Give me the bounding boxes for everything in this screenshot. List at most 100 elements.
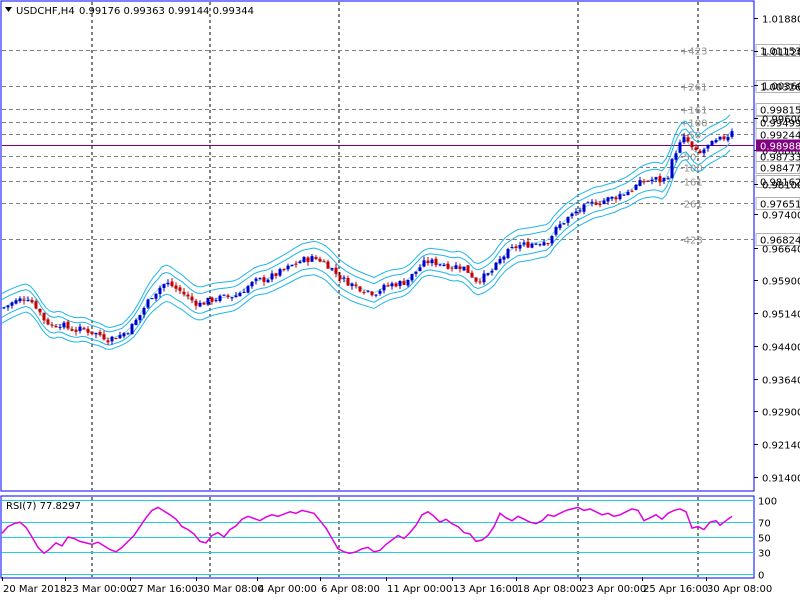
bear-candle-body xyxy=(282,268,286,270)
bull-candle-body xyxy=(366,290,370,292)
bull-candle-body xyxy=(350,283,354,286)
bull-candle-body xyxy=(490,270,494,273)
bear-candle-body xyxy=(458,266,462,270)
x-tick-label: 11 Apr 00:00 xyxy=(387,584,452,595)
band-line xyxy=(1,149,731,350)
bear-candle-body xyxy=(226,295,230,297)
bear-candle-body xyxy=(38,308,42,313)
bear-candle-body xyxy=(370,291,374,296)
bull-candle-body xyxy=(618,194,622,200)
bear-candle-body xyxy=(338,275,342,280)
bear-candle-body xyxy=(386,285,390,287)
level-label-box xyxy=(755,44,800,57)
bull-candle-body xyxy=(58,326,62,328)
bear-candle-body xyxy=(594,202,598,205)
bull-candle-body xyxy=(78,326,82,331)
bull-candle-body xyxy=(662,178,666,182)
bear-candle-body xyxy=(262,277,266,282)
bull-candle-body xyxy=(438,264,442,266)
bull-candle-body xyxy=(230,297,234,299)
bear-candle-body xyxy=(658,176,662,183)
bear-candle-body xyxy=(474,277,478,282)
bull-candle-body xyxy=(510,246,514,248)
bull-candle-body xyxy=(574,211,578,213)
level-annotation: +100 xyxy=(680,119,707,130)
bull-candle-body xyxy=(638,180,642,186)
level-label: 0.98477 xyxy=(760,164,800,175)
bull-candle-body xyxy=(522,242,526,245)
bull-candle-body xyxy=(606,197,610,202)
rsi-level-label: 100 xyxy=(758,497,777,508)
bear-candle-body xyxy=(546,243,550,245)
y-tick-label: 0.94400 xyxy=(762,343,800,354)
bear-candle-body xyxy=(362,291,366,293)
bull-candle-body xyxy=(674,153,678,160)
envelope-bands xyxy=(1,114,731,350)
main-chart-frame xyxy=(0,0,755,492)
bull-candle-body xyxy=(530,243,534,248)
bear-candle-body xyxy=(614,197,618,200)
bull-candle-body xyxy=(518,245,522,249)
bear-candle-body xyxy=(446,263,450,269)
band-line xyxy=(1,121,731,333)
bear-candle-body xyxy=(358,286,362,292)
bear-candle-body xyxy=(690,141,694,148)
bear-candle-body xyxy=(70,329,74,331)
bear-candle-body xyxy=(66,321,70,329)
bull-candle-body xyxy=(682,136,686,143)
bull-candle-body xyxy=(486,273,490,275)
bull-candle-body xyxy=(122,333,126,337)
bull-candle-body xyxy=(290,264,294,266)
level-label-box xyxy=(755,197,800,210)
bull-candle-body xyxy=(10,302,14,306)
bull-candle-body xyxy=(18,298,22,302)
bull-candle-body xyxy=(562,223,566,225)
bull-candle-body xyxy=(454,265,458,269)
bull-candle-body xyxy=(482,273,486,283)
triangle-down-icon[interactable] xyxy=(5,7,12,12)
level-label: 1.01153 xyxy=(760,47,800,58)
bear-candle-body xyxy=(354,284,358,286)
bull-candle-body xyxy=(222,294,226,296)
bull-candle-body xyxy=(634,184,638,190)
x-tick-label: 13 Apr 16:00 xyxy=(453,584,518,595)
bull-candle-body xyxy=(266,279,270,283)
rsi-level-label: 70 xyxy=(758,519,771,530)
bull-candle-body xyxy=(554,227,558,235)
x-tick-label: 23 Mar 00:00 xyxy=(66,584,133,595)
x-tick-label: 30 Mar 08:00 xyxy=(197,584,264,595)
bear-candle-body xyxy=(42,312,46,321)
current-price-tag: 0.98988 xyxy=(756,139,800,153)
bear-candle-body xyxy=(54,325,58,328)
level-label-box xyxy=(755,233,800,246)
bull-candle-body xyxy=(430,259,434,264)
level-annotation: -261 xyxy=(680,200,703,211)
bear-candle-body xyxy=(450,267,454,269)
bear-candle-body xyxy=(86,328,90,333)
x-tick-label: 23 Apr 00:00 xyxy=(581,584,646,595)
bear-candle-body xyxy=(322,261,326,263)
bull-candle-body xyxy=(246,286,250,293)
bear-candle-body xyxy=(466,265,470,273)
bull-candle-body xyxy=(586,202,590,204)
bull-candle-body xyxy=(214,300,218,302)
bull-candle-body xyxy=(670,159,674,179)
level-label: 0.99499 xyxy=(760,119,800,130)
level-annotation: +423 xyxy=(680,47,707,58)
bull-candle-body xyxy=(6,305,10,308)
bull-candle-body xyxy=(390,283,394,287)
bull-candle-body xyxy=(154,293,158,299)
bull-candle-body xyxy=(726,137,730,141)
level-annotation: +161 xyxy=(680,106,707,117)
bear-candle-body xyxy=(294,263,298,265)
bull-candle-body xyxy=(138,315,142,321)
bear-candle-body xyxy=(686,137,690,142)
bear-candle-body xyxy=(74,330,78,332)
bear-candle-body xyxy=(30,299,34,303)
bull-candle-body xyxy=(150,298,154,300)
y-tick-label: 1.01120 xyxy=(762,48,800,59)
bull-candle-body xyxy=(254,278,258,281)
bear-candle-body xyxy=(186,294,190,297)
bear-candle-body xyxy=(274,273,278,276)
